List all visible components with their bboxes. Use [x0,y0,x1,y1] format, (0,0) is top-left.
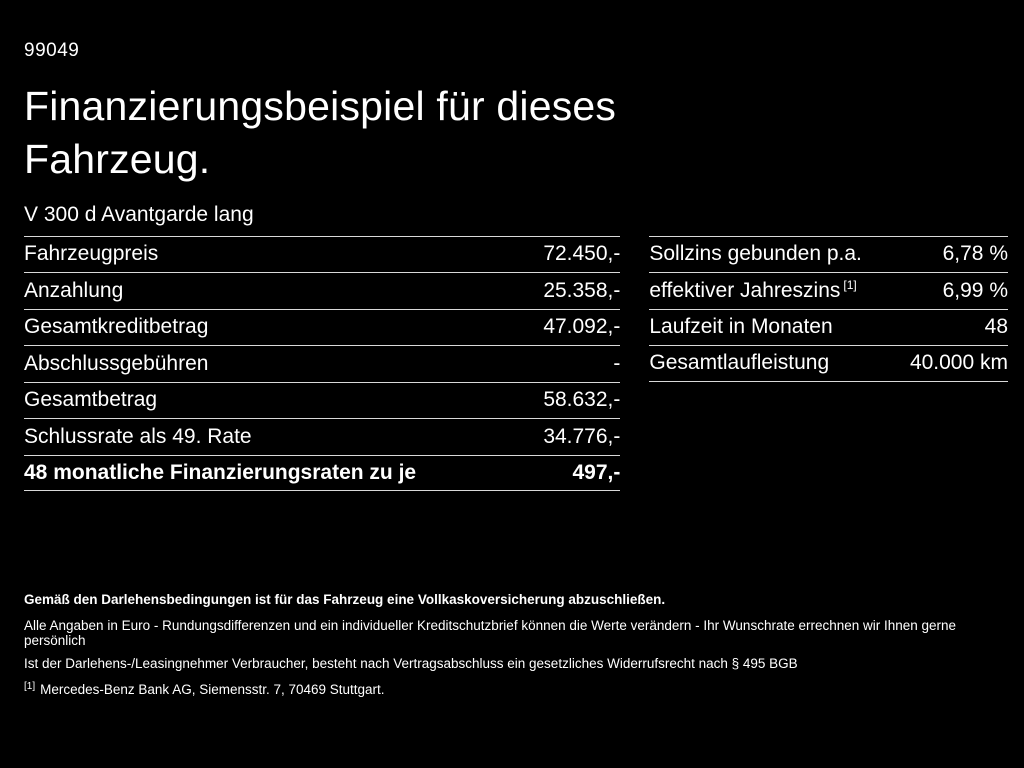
footer-insurance-note: Gemäß den Darlehensbedingungen ist für d… [24,592,666,607]
row-label: Gesamtbetrag [24,388,158,412]
row-label-text: effektiver Jahreszins [649,278,841,302]
row-value: 72.450,- [543,242,621,266]
row-label: Gesamtlaufleistung [649,351,830,375]
row-label: Abschlussgebühren [24,351,209,375]
row-label: Schlussrate als 49. Rate [24,424,252,448]
table-row: Gesamtbetrag 58.632,- [24,381,621,419]
row-value: - [613,351,621,375]
table-row-monthly-rate: 48 monatliche Finanzierungsraten zu je 4… [24,454,621,492]
page-title-line1: Finanzierungsbeispiel für dieses [24,83,617,129]
table-row: Gesamtkreditbetrag 47.092,- [24,308,621,346]
row-value: 48 [984,315,1008,339]
row-value: 34.776,- [543,424,621,448]
row-label: Anzahlung [24,278,124,302]
table-row: Gesamtlaufleistung 40.000 km [649,345,1008,382]
row-value: 25.358,- [543,278,621,302]
legal-footer: Gemäß den Darlehensbedingungen ist für d… [24,592,1008,697]
table-row: Abschlussgebühren - [24,345,621,382]
footer-disclaimer-1: Alle Angaben in Euro - Rundungsdifferenz… [24,618,957,648]
row-label: effektiver Jahreszins [1] [649,279,856,303]
footnote-text: Mercedes-Benz Bank AG, Siemensstr. 7, 70… [40,682,385,697]
table-row: Schlussrate als 49. Rate 34.776,- [24,418,621,455]
row-value: 47.092,- [543,315,621,339]
footer-disclaimer-2: Ist der Darlehens-/Leasingnehmer Verbrau… [24,656,798,671]
vehicle-model: V 300 d Avantgarde lang [24,202,254,226]
row-label: Laufzeit in Monaten [649,315,833,339]
page-title-line2: Fahrzeug. [24,136,211,183]
footer-footnote: [1] Mercedes-Benz Bank AG, Siemensstr. 7,… [24,680,1008,697]
page-title: Finanzierungsbeispiel für dieses Fahrzeug… [24,80,1008,187]
finance-table-left: Fahrzeugpreis 72.450,- Anzahlung 25.358,… [24,235,621,492]
row-value: 497,- [572,460,621,484]
footnote-marker: [1] [24,680,36,692]
table-row: Fahrzeugpreis 72.450,- [24,235,621,273]
footnote-reference: [1] [843,277,857,292]
row-value: 40.000 km [909,351,1008,375]
row-value: 6,99 % [942,278,1008,302]
row-label: Sollzins gebunden p.a. [649,242,862,266]
row-value: 6,78 % [942,242,1008,266]
row-label: Fahrzeugpreis [24,242,159,266]
table-row: Anzahlung 25.358,- [24,272,621,309]
finance-tables: Fahrzeugpreis 72.450,- Anzahlung 25.358,… [24,235,1008,492]
table-row: Laufzeit in Monaten 48 [649,308,1008,346]
row-value: 58.632,- [543,388,621,412]
offer-number: 99049 [24,40,80,61]
row-label: 48 monatliche Finanzierungsraten zu je [24,460,417,484]
finance-table-right: Sollzins gebunden p.a. 6,78 % effektiver… [649,235,1008,382]
table-row: Sollzins gebunden p.a. 6,78 % [649,235,1008,273]
row-label: Gesamtkreditbetrag [24,315,209,339]
table-row: effektiver Jahreszins [1] 6,99 % [649,272,1008,309]
